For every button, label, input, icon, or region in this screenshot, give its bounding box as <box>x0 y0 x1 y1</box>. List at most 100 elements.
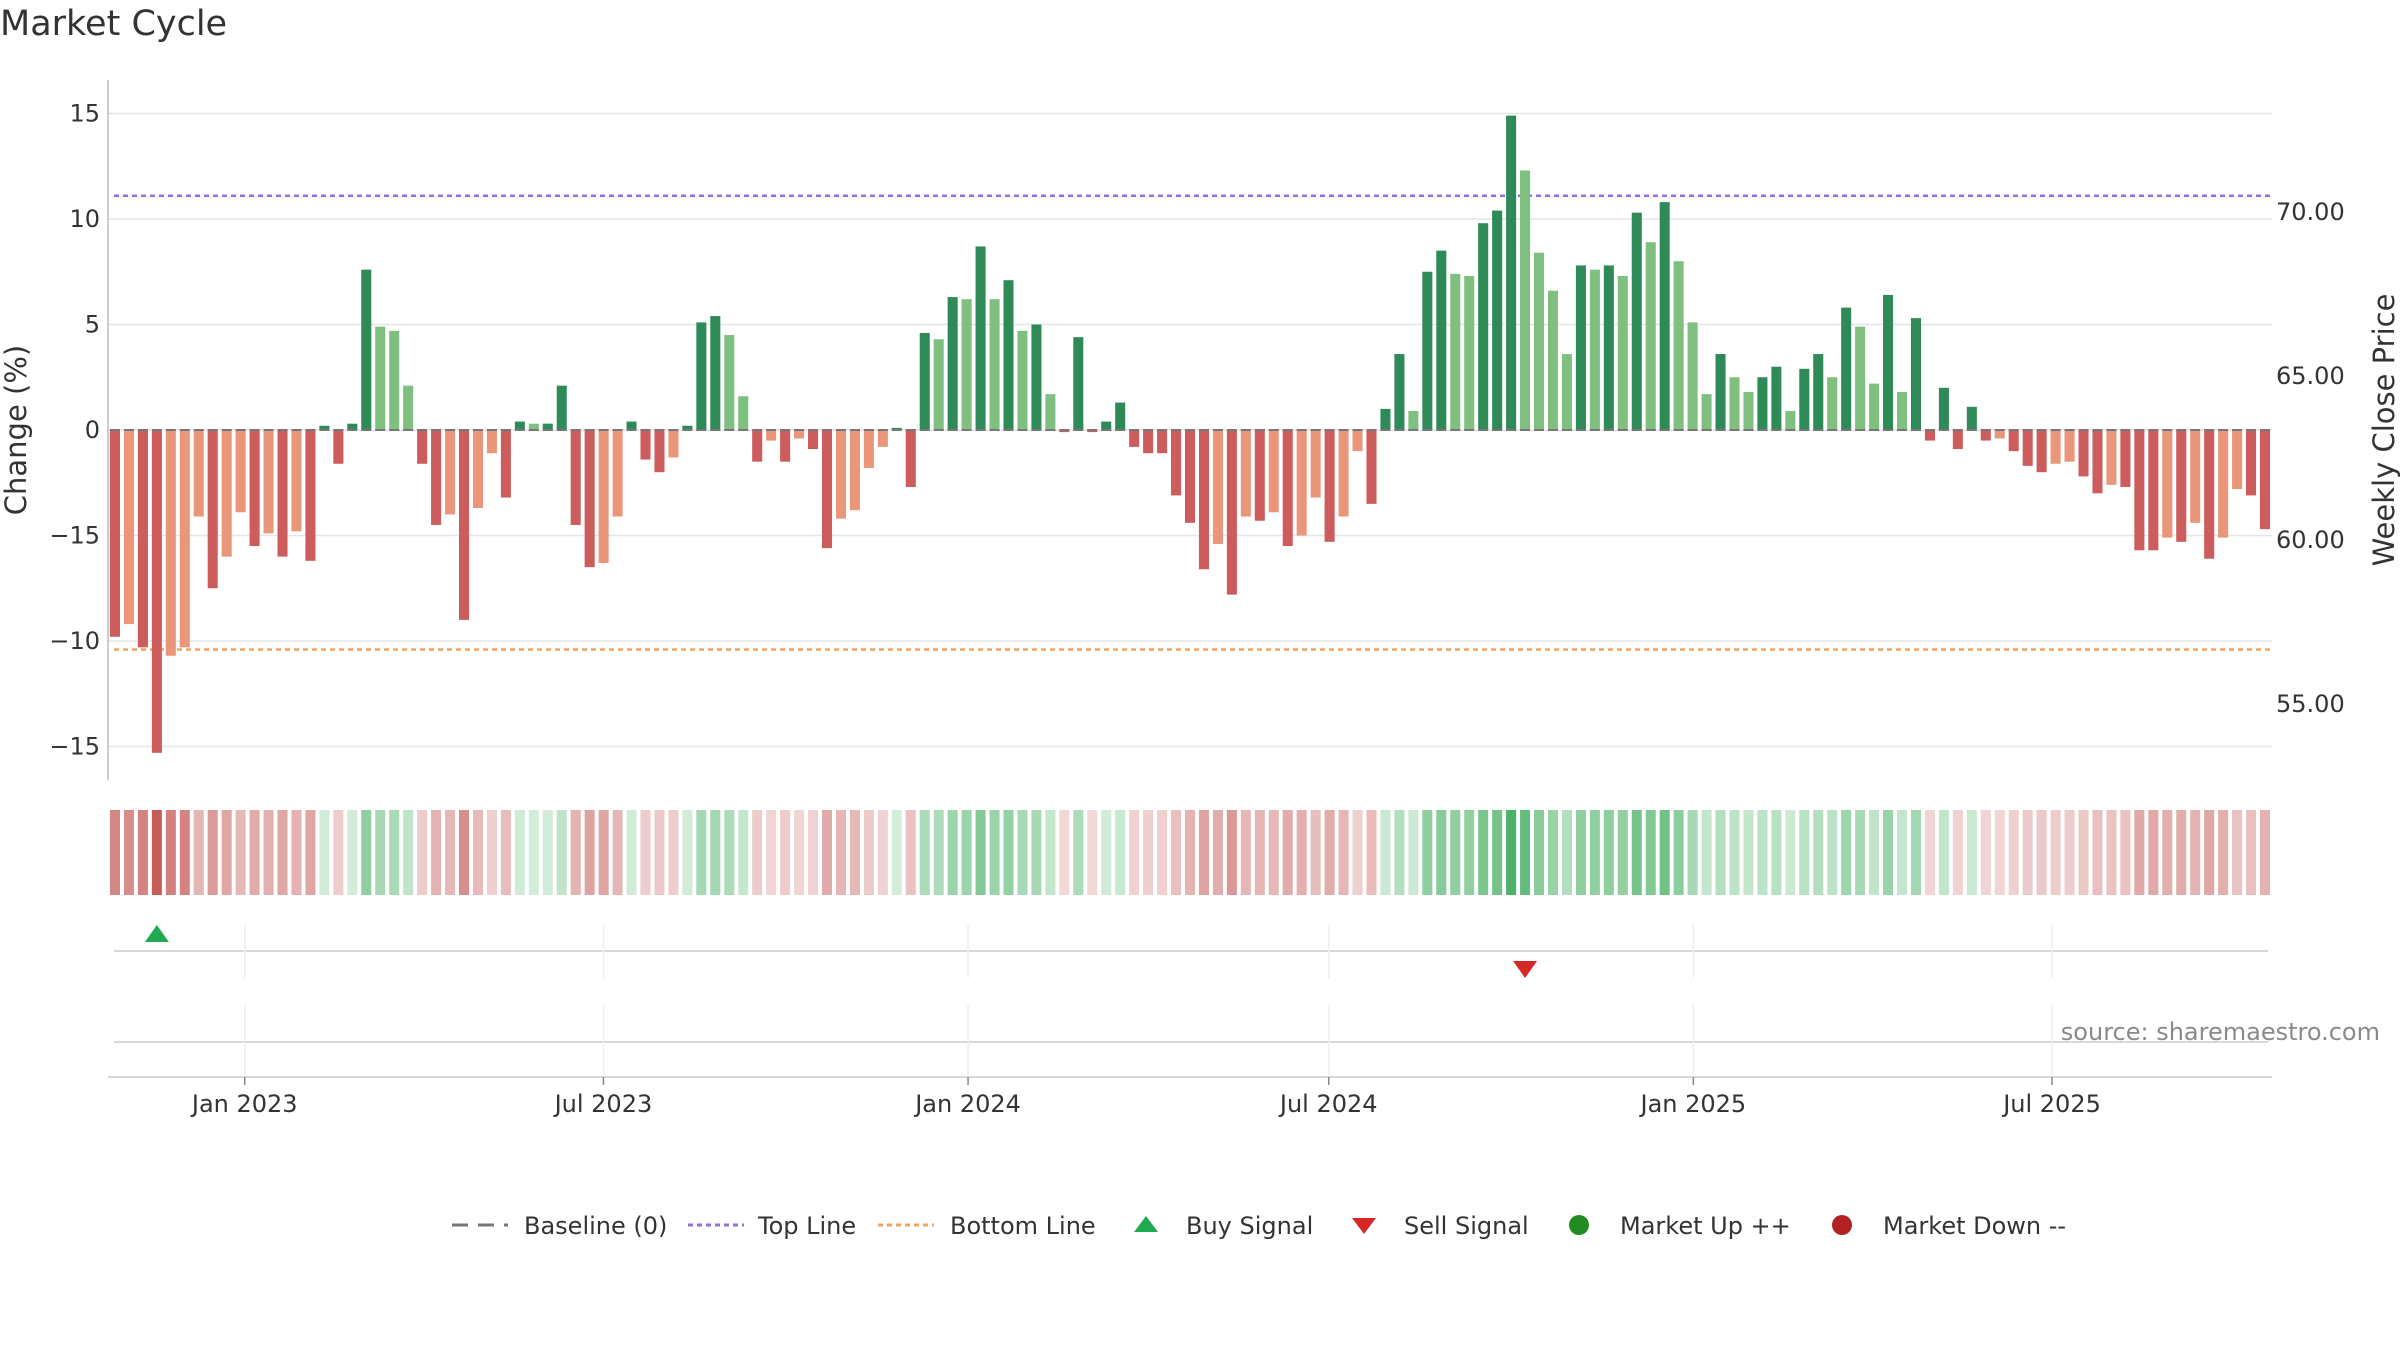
heat-cell <box>1254 810 1265 895</box>
bar <box>417 430 428 464</box>
bar <box>766 430 777 441</box>
heat-cell <box>500 810 511 895</box>
bar <box>682 425 693 430</box>
heat-cell <box>375 810 386 895</box>
heat-cell <box>752 810 763 895</box>
heat-cell <box>1101 810 1112 895</box>
heat-cell <box>1715 810 1726 895</box>
bar <box>863 430 874 468</box>
heat-cell <box>1171 810 1182 895</box>
bar <box>1296 430 1307 536</box>
heat-cell <box>1938 810 1949 895</box>
heat-cell <box>2120 810 2131 895</box>
heat-cell <box>1017 810 1028 895</box>
heat-cell <box>1240 810 1251 895</box>
heat-cell <box>2036 810 2047 895</box>
heat-cell <box>1296 810 1307 895</box>
bar <box>2148 430 2159 551</box>
bar <box>123 430 134 625</box>
heat-cell <box>1268 810 1279 895</box>
bar <box>165 430 176 656</box>
heat-cell <box>2176 810 2187 895</box>
bar <box>1910 318 1922 430</box>
heat-cell <box>221 810 232 895</box>
y-tick-label: 0 <box>85 416 100 444</box>
bar <box>1603 265 1614 430</box>
bar <box>1883 294 1894 430</box>
heat-cell <box>2232 810 2243 895</box>
heat-strip <box>109 810 2271 895</box>
bar <box>2078 430 2089 477</box>
heat-cell <box>1799 810 1810 895</box>
heat-cell <box>1687 810 1698 895</box>
heat-cell <box>1087 810 1098 895</box>
bar <box>1575 265 1586 430</box>
heat-cell <box>1422 810 1433 895</box>
heat-cell <box>2064 810 2075 895</box>
heat-cell <box>1198 810 1209 895</box>
heat-cell <box>1394 810 1405 895</box>
heat-cell <box>193 810 204 895</box>
heat-cell <box>1059 810 1070 895</box>
bar <box>1673 261 1684 430</box>
heat-cell <box>724 810 735 895</box>
legend-bottom-line-label: Bottom Line <box>950 1212 1096 1240</box>
bar <box>333 430 344 464</box>
bar <box>528 423 539 430</box>
heat-cell <box>2050 810 2061 895</box>
bar <box>1994 430 2005 439</box>
bar <box>1980 430 1991 441</box>
bar <box>1017 330 1028 430</box>
axes: 15 10 5 0 −15 −10 −15 70.00 65.00 60.00 55.00 <box>49 80 2345 780</box>
heat-cell <box>1827 810 1838 895</box>
bar <box>612 430 623 517</box>
heat-cell <box>1282 810 1293 895</box>
y-tick-label: 15 <box>69 100 100 128</box>
y-axis-label: Change (%) <box>0 345 33 515</box>
heat-cell <box>1184 810 1196 895</box>
legend-market-up-swatch <box>1569 1215 1589 1235</box>
x-tick-label: Jul 2023 <box>553 1090 653 1118</box>
heat-cell <box>1212 810 1223 895</box>
heat-cell <box>919 810 930 895</box>
heat-cell <box>2218 810 2229 895</box>
heat-cell <box>1910 810 1922 895</box>
heat-cell <box>305 810 316 895</box>
heat-cell <box>2162 810 2173 895</box>
bar <box>891 427 902 430</box>
heat-cell <box>1785 810 1796 895</box>
heat-cell <box>1561 810 1572 895</box>
bar <box>975 246 986 430</box>
bar <box>193 430 204 517</box>
bar <box>1450 273 1461 430</box>
bar <box>584 430 595 568</box>
heat-cell <box>975 810 986 895</box>
heat-cell <box>1338 810 1349 895</box>
y-tick-label: −15 <box>49 522 100 550</box>
heat-cell <box>1855 810 1866 895</box>
heat-cell <box>137 810 148 895</box>
heat-cell <box>1464 810 1475 895</box>
heat-cell <box>319 810 330 895</box>
bar <box>821 430 833 549</box>
bar <box>1547 290 1559 430</box>
right-y-tick-label: 55.00 <box>2276 690 2345 718</box>
bar <box>919 332 930 430</box>
bar <box>654 430 665 473</box>
heat-cell <box>291 810 302 895</box>
heat-cell <box>863 810 874 895</box>
y-tick-label: 10 <box>69 205 100 233</box>
bar <box>1617 275 1628 430</box>
bar <box>1115 402 1126 430</box>
bar <box>570 430 581 525</box>
bar <box>1045 394 1056 430</box>
bar <box>179 430 190 648</box>
heat-cell <box>989 810 1000 895</box>
right-y-axis-label: Weekly Close Price <box>2367 294 2400 567</box>
heat-cell <box>2204 810 2215 895</box>
heat-cell <box>1478 810 1489 895</box>
heat-cell <box>1813 810 1824 895</box>
bar <box>1743 392 1754 430</box>
bar <box>1645 242 1656 430</box>
heat-cell <box>1617 810 1628 895</box>
